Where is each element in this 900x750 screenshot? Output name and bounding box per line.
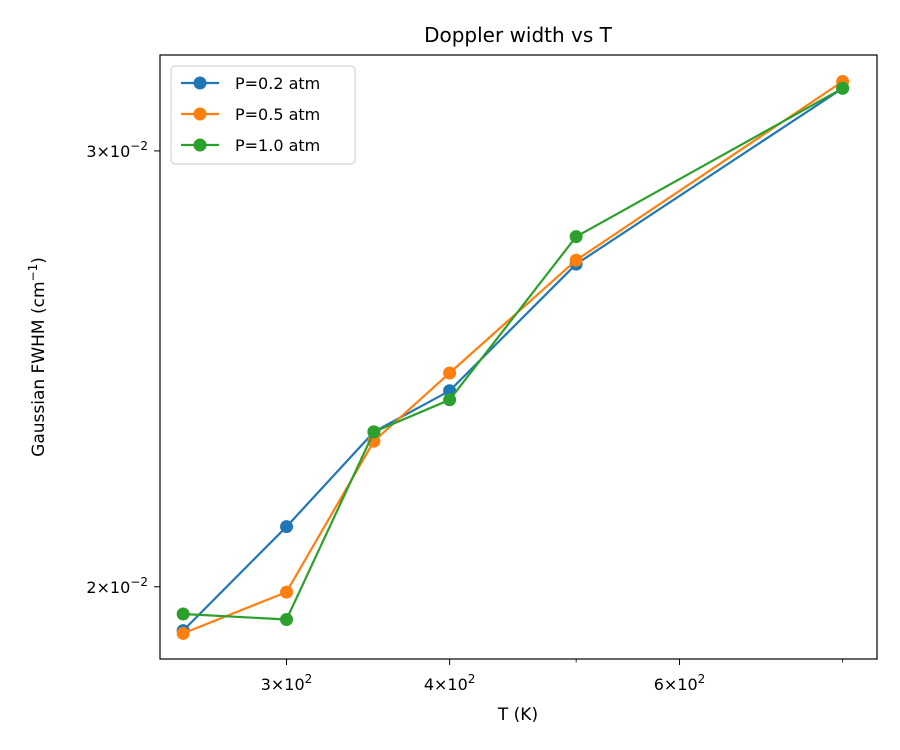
series-line-3 — [183, 87, 844, 621]
series-2-point — [569, 253, 583, 267]
legend-label: P=0.2 atm — [235, 74, 320, 93]
series-3-point — [176, 607, 190, 621]
series-3-point — [836, 81, 850, 95]
legend: P=0.2 atm P=0.5 atm P=1.0 atm — [170, 65, 356, 165]
x-axis: 3×102 4×102 6×102 — [261, 659, 844, 694]
series-2-point — [443, 366, 457, 380]
legend-box — [170, 65, 356, 165]
legend-label: P=0.5 atm — [235, 105, 320, 124]
x-tick-label: 6×102 — [654, 672, 706, 694]
series-1-point — [280, 520, 294, 534]
legend-label: P=1.0 atm — [235, 136, 320, 155]
series-3-point — [280, 612, 294, 626]
series-3-point — [367, 425, 381, 439]
y-axis: 2×10−2 3×10−2 — [86, 139, 160, 597]
legend-marker — [193, 76, 207, 90]
x-tick-label: 4×102 — [424, 672, 476, 694]
x-tick-label: 3×102 — [261, 672, 313, 694]
series-2-point — [280, 585, 294, 599]
legend-marker — [193, 107, 207, 121]
x-axis-label: T (K) — [497, 705, 538, 725]
y-tick-label: 3×10−2 — [86, 139, 148, 161]
series-line-2 — [182, 80, 844, 635]
series-2-point — [176, 626, 190, 640]
series-3-point — [569, 230, 583, 244]
series-line-1 — [182, 87, 844, 632]
plot-frame — [159, 54, 878, 660]
series-3-point — [443, 393, 457, 407]
y-tick-label: 2×10−2 — [86, 575, 148, 597]
chart-title: Doppler width vs T — [424, 23, 613, 47]
y-axis-label: Gaussian FWHM (cm−1) — [26, 257, 49, 457]
legend-marker — [193, 138, 207, 152]
plot-area — [176, 75, 850, 640]
